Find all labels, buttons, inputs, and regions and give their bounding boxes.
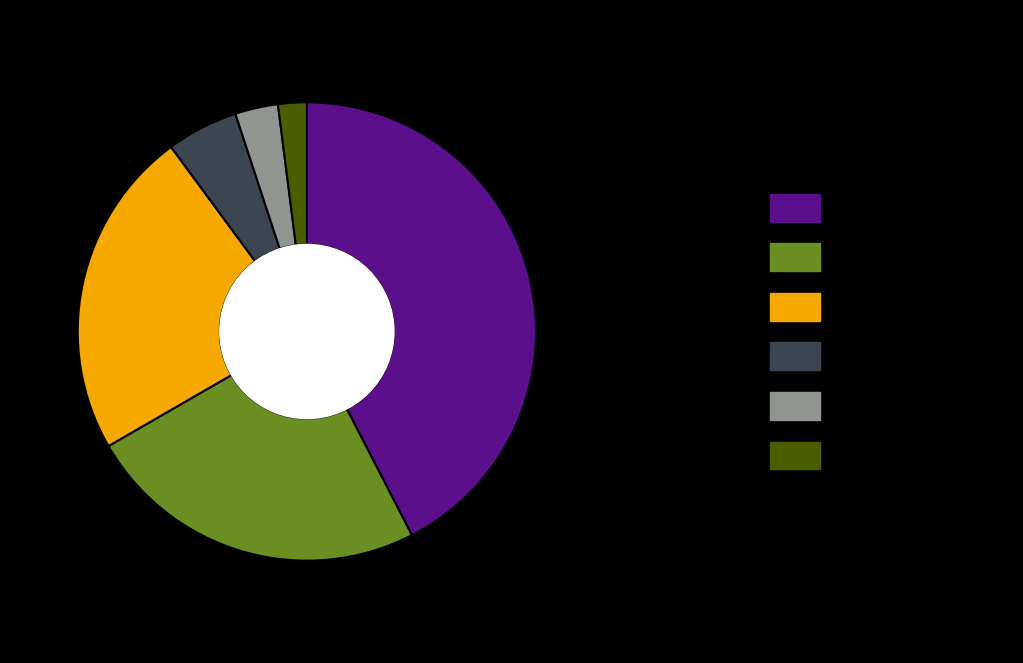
Wedge shape [278, 102, 307, 245]
Wedge shape [108, 375, 412, 561]
Circle shape [220, 245, 394, 418]
Wedge shape [171, 114, 279, 261]
Wedge shape [307, 102, 536, 535]
Wedge shape [78, 147, 256, 446]
Wedge shape [235, 104, 296, 249]
Legend: 42% White, 24% Hispanic, 23% Black, 5% Asian, 3% No Response, 2% Multiethnic: 42% White, 24% Hispanic, 23% Black, 5% A… [753, 177, 984, 486]
